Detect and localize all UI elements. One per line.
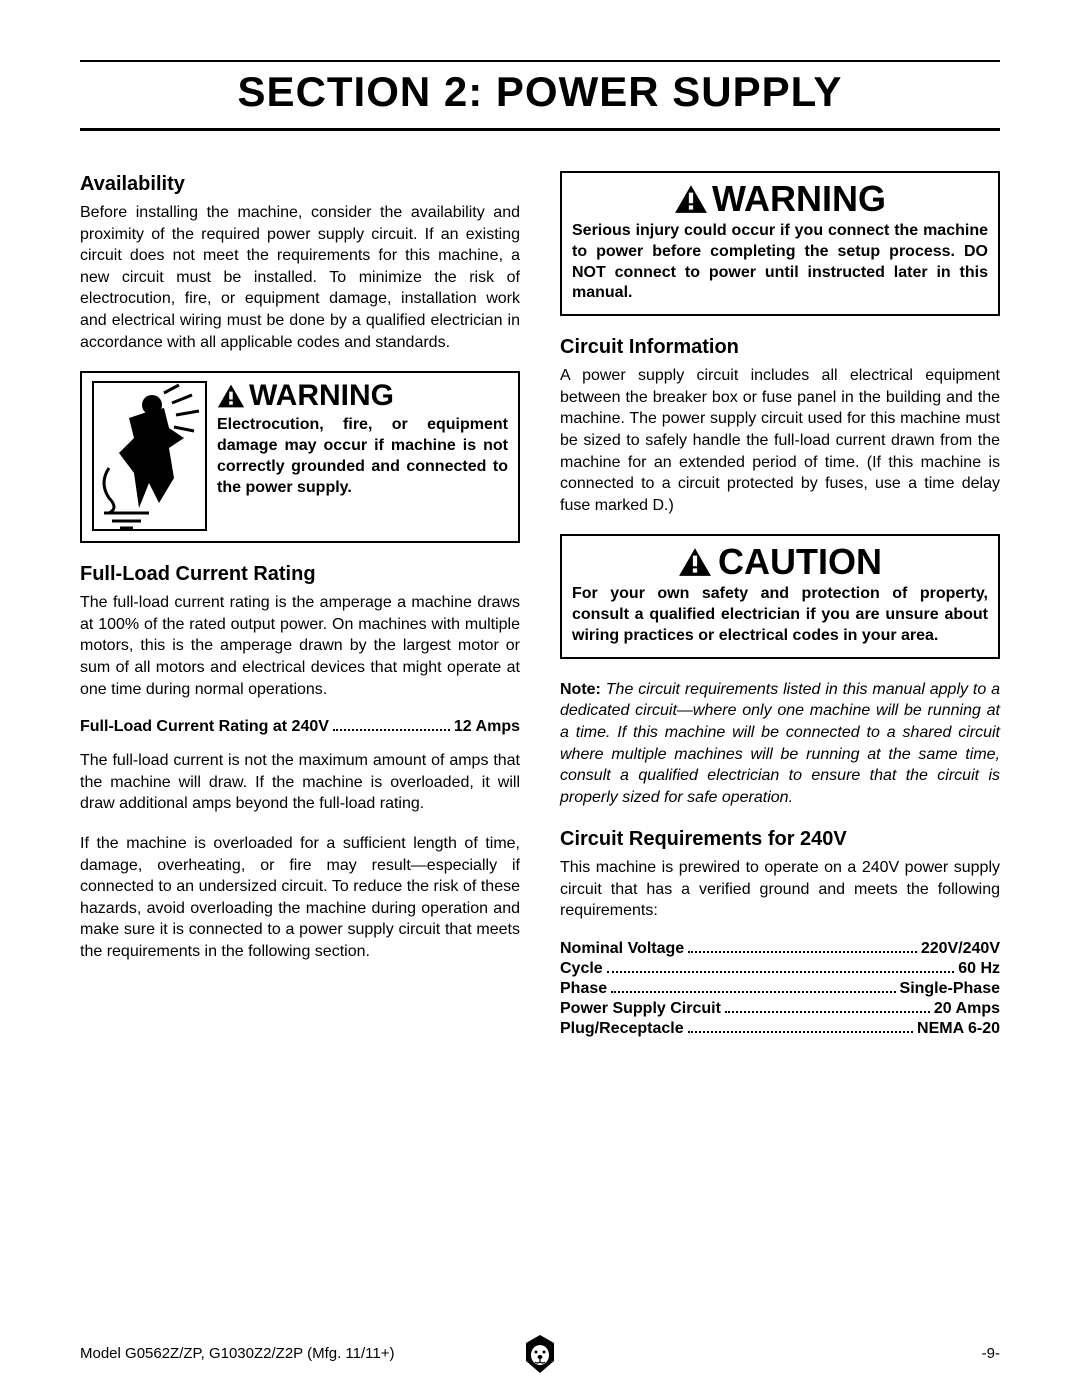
electrocution-image: [92, 381, 207, 531]
spec-label: Plug/Receptacle: [560, 1020, 684, 1038]
alert-triangle-icon: [217, 383, 245, 409]
spec-value: NEMA 6-20: [917, 1020, 1000, 1038]
warning-label-2: WARNING: [712, 181, 886, 217]
section-title: SECTION 2: POWER SUPPLY: [80, 60, 1000, 131]
bear-logo-icon: [522, 1333, 558, 1375]
right-column: WARNING Serious injury could occur if yo…: [560, 171, 1000, 1040]
spec-value: 60 Hz: [958, 960, 1000, 978]
spec-label: Power Supply Circuit: [560, 1000, 721, 1018]
warning-body-2: Serious injury could occur if you connec…: [572, 221, 988, 304]
rating-value: 12 Amps: [454, 718, 520, 736]
footer-page-number: -9-: [982, 1345, 1000, 1362]
spec-value: 20 Amps: [934, 1000, 1000, 1018]
spec-dots: [611, 991, 895, 993]
flcr-heading: Full-Load Current Rating: [80, 563, 520, 586]
circuit-req-heading: Circuit Requirements for 240V: [560, 828, 1000, 851]
caution-label: CAUTION: [718, 544, 882, 580]
availability-heading: Availability: [80, 173, 520, 196]
page-footer: Model G0562Z/ZP, G1030Z2/Z2P (Mfg. 11/11…: [80, 1345, 1000, 1362]
spec-label: Nominal Voltage: [560, 940, 684, 958]
spec-list: Nominal Voltage 220V/240V Cycle 60 Hz Phase S…: [560, 940, 1000, 1038]
flcr-p3: If the machine is overloaded for a suffi…: [80, 833, 520, 963]
note-paragraph: Note: The circuit requirements listed in…: [560, 679, 1000, 809]
flcr-p2: The full-load current is not the maximum…: [80, 750, 520, 815]
spec-row: Nominal Voltage 220V/240V: [560, 940, 1000, 958]
warning-box-electrocution: WARNING Electrocution, fire, or equipmen…: [80, 371, 520, 543]
spec-value: Single-Phase: [900, 980, 1000, 998]
alert-triangle-icon: [674, 184, 708, 214]
note-label: Note:: [560, 681, 601, 698]
circuit-info-heading: Circuit Information: [560, 336, 1000, 359]
spec-label: Cycle: [560, 960, 603, 978]
spec-dots: [688, 1031, 913, 1033]
spec-dots: [688, 951, 917, 953]
warning-heading-1: WARNING: [217, 381, 508, 411]
spec-label: Phase: [560, 980, 607, 998]
left-column: Availability Before installing the machi…: [80, 171, 520, 1040]
spec-value: 220V/240V: [921, 940, 1000, 958]
warning-body-1: Electrocution, fire, or equipment damage…: [217, 415, 508, 498]
warning-heading-2: WARNING: [572, 181, 988, 217]
spec-row: Plug/Receptacle NEMA 6-20: [560, 1020, 1000, 1038]
spec-row: Power Supply Circuit 20 Amps: [560, 1000, 1000, 1018]
spec-dots: [607, 971, 955, 973]
availability-body: Before installing the machine, consider …: [80, 202, 520, 353]
rating-spec-line: Full-Load Current Rating at 240V 12 Amps: [80, 718, 520, 736]
circuit-info-body: A power supply circuit includes all elec…: [560, 365, 1000, 516]
rating-label: Full-Load Current Rating at 240V: [80, 718, 329, 736]
two-column-layout: Availability Before installing the machi…: [80, 171, 1000, 1040]
flcr-p1: The full-load current rating is the ampe…: [80, 592, 520, 700]
warning-box-setup: WARNING Serious injury could occur if yo…: [560, 171, 1000, 316]
alert-triangle-icon: [678, 547, 712, 577]
spec-row: Cycle 60 Hz: [560, 960, 1000, 978]
caution-box: CAUTION For your own safety and protecti…: [560, 534, 1000, 658]
spec-row: Phase Single-Phase: [560, 980, 1000, 998]
spec-dots: [725, 1011, 930, 1013]
rating-dots: [333, 729, 450, 731]
caution-body: For your own safety and protection of pr…: [572, 584, 988, 646]
warning-label-1: WARNING: [249, 381, 394, 411]
footer-model: Model G0562Z/ZP, G1030Z2/Z2P (Mfg. 11/11…: [80, 1345, 394, 1362]
circuit-req-body: This machine is prewired to operate on a…: [560, 857, 1000, 922]
note-body: The circuit requirements listed in this …: [560, 681, 1000, 806]
caution-heading: CAUTION: [572, 544, 988, 580]
